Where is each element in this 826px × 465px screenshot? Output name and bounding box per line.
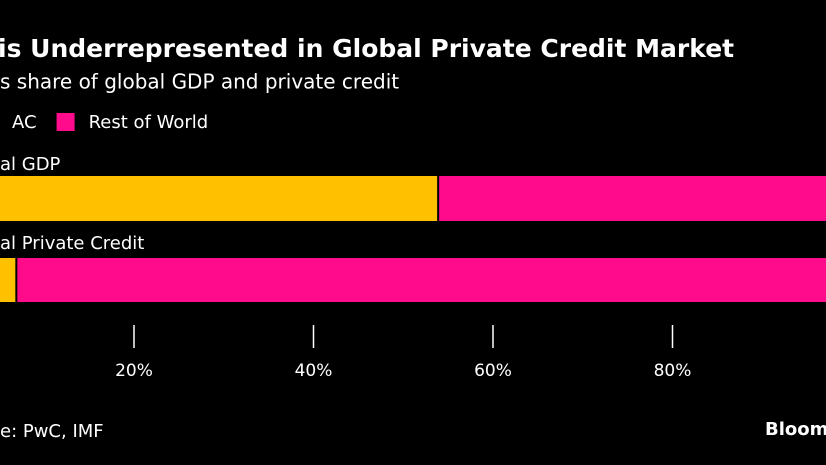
category-label: al GDP	[0, 154, 61, 175]
chart-title: is Underrepresented in Global Private Cr…	[0, 34, 734, 63]
legend-swatch	[56, 113, 75, 131]
chart-subtitle: s share of global GDP and private credit	[0, 70, 399, 94]
bar-segment	[439, 176, 826, 221]
bar-segment	[17, 258, 826, 302]
x-tick-label: 80%	[654, 361, 692, 381]
bar-segment	[0, 258, 16, 302]
x-tick-label: 60%	[474, 361, 512, 381]
x-tick-label: 40%	[295, 361, 333, 381]
category-label: al Private Credit	[0, 233, 144, 254]
legend-label: AC	[12, 112, 37, 133]
x-tick-label: 20%	[115, 361, 153, 381]
bar-segment	[0, 176, 438, 221]
brand: Bloom	[765, 419, 826, 440]
legend-label: Rest of World	[89, 112, 209, 133]
source: e: PwC, IMF	[0, 421, 104, 442]
